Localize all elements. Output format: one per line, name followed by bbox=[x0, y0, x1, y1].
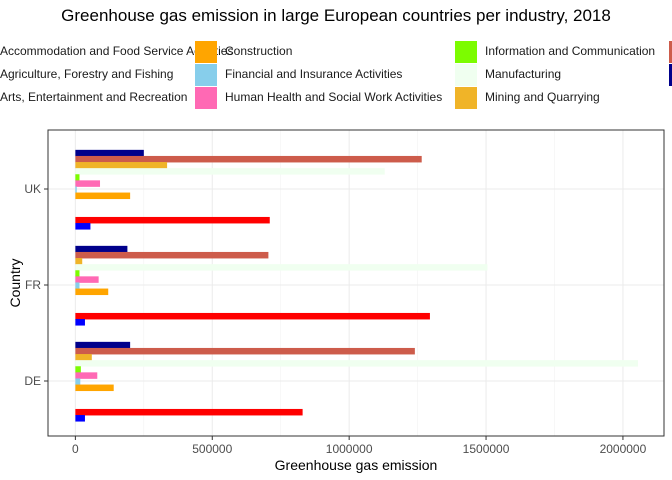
bar bbox=[75, 384, 114, 392]
bar bbox=[75, 288, 109, 296]
bar bbox=[75, 319, 85, 326]
legend-label: Arts, Entertainment and Recreation bbox=[0, 90, 188, 104]
chart-title: Greenhouse gas emission in large Europea… bbox=[61, 6, 611, 25]
legend-key bbox=[455, 64, 477, 86]
legend-label: Information and Communication bbox=[485, 44, 656, 58]
bar bbox=[75, 192, 131, 200]
bar bbox=[75, 270, 80, 277]
legend-key bbox=[455, 87, 477, 109]
legend-key bbox=[195, 87, 217, 109]
panel-background bbox=[47, 129, 665, 437]
bar bbox=[75, 415, 85, 422]
bar bbox=[75, 155, 422, 163]
x-tick-label: 500000 bbox=[192, 442, 232, 456]
bar bbox=[75, 149, 144, 157]
bar bbox=[75, 372, 98, 379]
bar bbox=[75, 354, 92, 361]
y-tick-label: UK bbox=[24, 182, 41, 196]
bar bbox=[75, 216, 270, 224]
y-tick-label: FR bbox=[25, 278, 41, 292]
y-axis-title: Country bbox=[7, 258, 23, 307]
legend-label: Mining and Quarrying bbox=[485, 90, 600, 104]
bar bbox=[75, 174, 80, 181]
x-ticks: 0 500000 1000000 1500000 2000000 bbox=[72, 436, 647, 456]
bar bbox=[75, 245, 128, 253]
legend-key bbox=[195, 41, 217, 63]
x-tick-label: 1000000 bbox=[326, 442, 373, 456]
bar bbox=[75, 162, 168, 169]
legend-key bbox=[669, 64, 672, 86]
bar bbox=[75, 360, 638, 367]
bar bbox=[75, 341, 131, 349]
bar bbox=[75, 258, 83, 265]
x-tick-label: 0 bbox=[72, 442, 79, 456]
legend-label: Construction bbox=[225, 44, 293, 58]
bar bbox=[75, 168, 385, 175]
legend: Accommodation and Food Service Activitie… bbox=[0, 0, 672, 120]
y-ticks: UK FR DE bbox=[24, 182, 48, 388]
bar bbox=[75, 251, 269, 259]
bar bbox=[75, 408, 303, 416]
bar bbox=[75, 378, 81, 385]
bar bbox=[75, 282, 80, 289]
bar bbox=[75, 223, 91, 230]
bar bbox=[75, 186, 77, 193]
panel-border bbox=[47, 129, 665, 437]
legend-label: Accommodation and Food Service Activitie… bbox=[0, 44, 234, 58]
legend-label: Agriculture, Forestry and Fishing bbox=[0, 67, 174, 81]
bar bbox=[75, 264, 488, 271]
bar bbox=[75, 312, 430, 320]
bar bbox=[75, 276, 99, 283]
bars bbox=[75, 149, 638, 422]
legend-label: Financial and Insurance Activities bbox=[225, 67, 403, 81]
x-axis-title: Greenhouse gas emission bbox=[275, 457, 438, 473]
legend-key bbox=[455, 41, 477, 63]
legend-key bbox=[669, 41, 672, 63]
bar bbox=[75, 347, 415, 355]
y-tick-label: DE bbox=[24, 374, 41, 388]
legend-key bbox=[195, 64, 217, 86]
bar bbox=[75, 180, 101, 187]
legend-label: Human Health and Social Work Activities bbox=[225, 90, 443, 104]
bar bbox=[75, 366, 81, 373]
x-tick-label: 2000000 bbox=[600, 442, 647, 456]
x-tick-label: 1500000 bbox=[463, 442, 510, 456]
legend-label: Manufacturing bbox=[485, 67, 562, 81]
